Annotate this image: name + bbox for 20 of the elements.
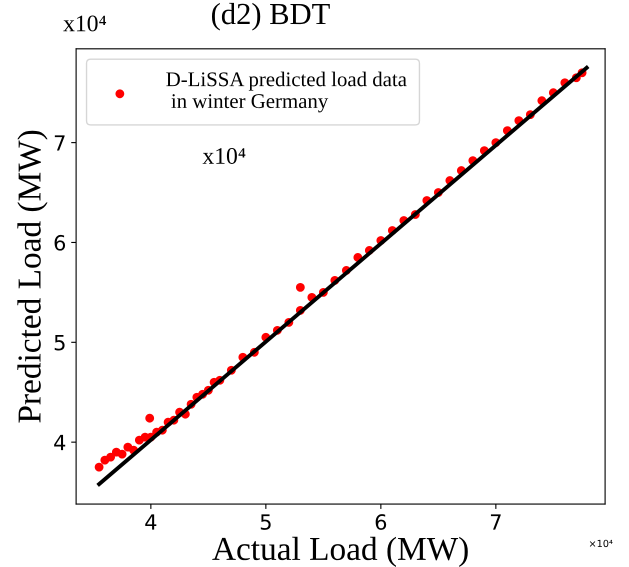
chart-title: (d2) BDT: [212, 2, 330, 31]
x-tick-label: 7: [490, 514, 501, 530]
point: [145, 414, 154, 423]
point: [106, 452, 115, 462]
y-tick-label: 4: [54, 434, 66, 450]
x-tick-label: 4: [145, 514, 156, 530]
x-axis-title: Actual Load (MW): [212, 536, 468, 567]
x-tick-label: 5: [260, 514, 271, 530]
text: ×10⁴: [590, 540, 613, 548]
point: [94, 462, 104, 472]
legend-label: D-LiSSA predicted load data in winter Germany: [166, 72, 407, 112]
x-tick-label: 6: [376, 514, 386, 530]
point: [118, 450, 126, 459]
y-axis-title: Predicted Load (MW): [17, 130, 48, 423]
annotation: x10⁴: [202, 148, 246, 164]
text: x10⁴: [63, 15, 106, 32]
y-tick-label: 6: [54, 234, 66, 251]
y-tick-label: 5: [54, 335, 65, 351]
y-tick-label: 7: [54, 135, 65, 151]
point: [296, 283, 305, 292]
